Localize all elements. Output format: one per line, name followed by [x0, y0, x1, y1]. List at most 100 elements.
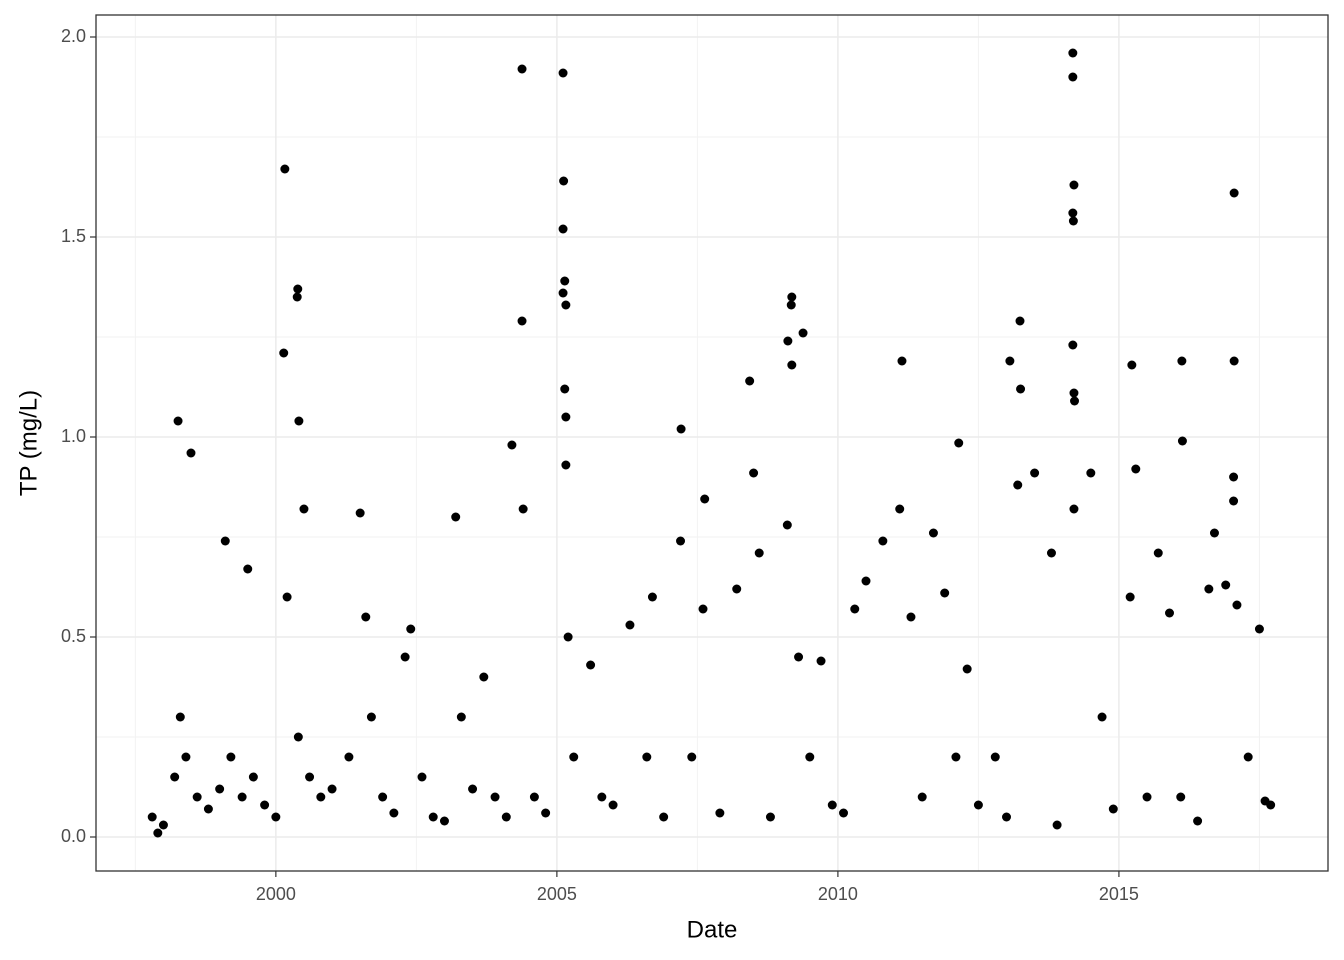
point: [805, 752, 815, 762]
point: [1254, 624, 1264, 634]
point: [659, 812, 669, 822]
point: [569, 752, 579, 762]
point: [1068, 216, 1078, 226]
point: [439, 816, 449, 826]
point: [237, 792, 247, 802]
point: [378, 792, 388, 802]
point: [1108, 804, 1118, 814]
point: [1013, 480, 1023, 490]
point: [1232, 600, 1242, 610]
point: [895, 504, 905, 514]
point: [529, 792, 539, 802]
point: [400, 652, 410, 662]
point: [226, 752, 236, 762]
point: [292, 292, 302, 302]
point: [951, 752, 961, 762]
point: [327, 784, 337, 794]
point: [698, 604, 708, 614]
point: [316, 792, 326, 802]
point: [732, 584, 742, 594]
point: [456, 712, 466, 722]
point: [344, 752, 354, 762]
point: [541, 808, 551, 818]
point: [676, 424, 686, 434]
point: [1221, 580, 1231, 590]
point: [186, 448, 196, 458]
point: [1177, 356, 1187, 366]
point: [517, 64, 527, 74]
point: [479, 672, 489, 682]
point: [1243, 752, 1253, 762]
point: [175, 712, 185, 722]
point: [954, 438, 964, 448]
point: [305, 772, 315, 782]
point: [839, 808, 849, 818]
x-tick-label: 2005: [537, 884, 577, 904]
point: [794, 652, 804, 662]
point: [749, 468, 759, 478]
point: [248, 772, 258, 782]
y-axis-title: TP (mg/L): [15, 390, 42, 496]
point: [299, 504, 309, 514]
point: [786, 300, 796, 310]
point: [280, 164, 290, 174]
point: [676, 536, 686, 546]
point: [271, 812, 281, 822]
point: [1229, 188, 1239, 198]
point: [1209, 528, 1219, 538]
point: [1125, 592, 1135, 602]
point: [1229, 496, 1239, 506]
point: [1266, 800, 1276, 810]
point: [158, 820, 168, 830]
point: [798, 328, 808, 338]
point: [192, 792, 202, 802]
point: [1127, 360, 1137, 370]
point: [647, 592, 657, 602]
point: [181, 752, 191, 762]
point: [260, 800, 270, 810]
point: [243, 564, 253, 574]
y-tick-label: 1.5: [61, 226, 86, 246]
x-tick-label: 2015: [1099, 884, 1139, 904]
y-tick-label: 1.0: [61, 426, 86, 446]
point: [642, 752, 652, 762]
point: [827, 800, 837, 810]
x-axis-title: Date: [687, 916, 738, 943]
point: [279, 348, 289, 358]
point: [1016, 384, 1026, 394]
point: [417, 772, 427, 782]
point: [561, 300, 571, 310]
point: [1086, 468, 1096, 478]
point: [973, 800, 983, 810]
point: [878, 536, 888, 546]
point: [765, 812, 775, 822]
point: [1015, 316, 1025, 326]
point: [293, 732, 303, 742]
point: [586, 660, 596, 670]
point: [517, 316, 527, 326]
point: [282, 592, 292, 602]
point: [597, 792, 607, 802]
point: [558, 68, 568, 78]
point: [1070, 396, 1080, 406]
point: [990, 752, 1000, 762]
point: [406, 624, 416, 634]
point: [1229, 356, 1239, 366]
point: [782, 520, 792, 530]
point: [1068, 208, 1078, 218]
point: [561, 460, 571, 470]
point: [366, 712, 376, 722]
point: [153, 828, 163, 838]
point: [1046, 548, 1056, 558]
point: [220, 536, 230, 546]
point: [558, 224, 568, 234]
point: [518, 504, 528, 514]
point: [1069, 180, 1079, 190]
point: [1002, 812, 1012, 822]
point: [1142, 792, 1152, 802]
point: [507, 440, 517, 450]
point: [787, 292, 797, 302]
point: [962, 664, 972, 674]
point: [608, 800, 618, 810]
point: [1229, 472, 1239, 482]
